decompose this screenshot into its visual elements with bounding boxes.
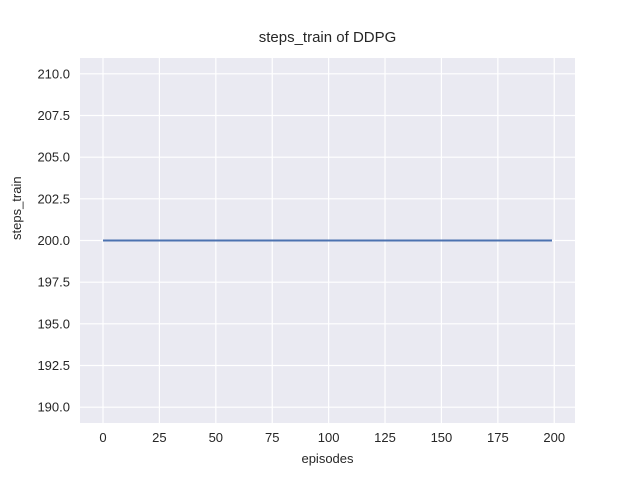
y-tick-label: 192.5 <box>37 358 70 373</box>
x-tick-label: 150 <box>431 430 453 445</box>
y-tick-label: 200.0 <box>37 233 70 248</box>
x-tick-label: 175 <box>487 430 509 445</box>
y-tick-label: 195.0 <box>37 316 70 331</box>
chart-title: steps_train of DDPG <box>258 29 397 46</box>
y-tick-label: 197.5 <box>37 275 70 290</box>
x-axis-label: episodes <box>301 451 354 466</box>
x-tick-label: 0 <box>99 430 106 445</box>
y-tick-label: 210.0 <box>37 66 70 81</box>
y-tick-label: 202.5 <box>37 191 70 206</box>
y-tick-label: 207.5 <box>37 108 70 123</box>
y-tick-label: 190.0 <box>37 400 70 415</box>
x-tick-label: 125 <box>374 430 396 445</box>
x-tick-label: 50 <box>209 430 223 445</box>
y-tick-label: 205.0 <box>37 150 70 165</box>
x-tick-label: 75 <box>265 430 279 445</box>
x-tick-label: 100 <box>318 430 340 445</box>
x-tick-label: 25 <box>152 430 166 445</box>
x-tick-label: 200 <box>543 430 565 445</box>
